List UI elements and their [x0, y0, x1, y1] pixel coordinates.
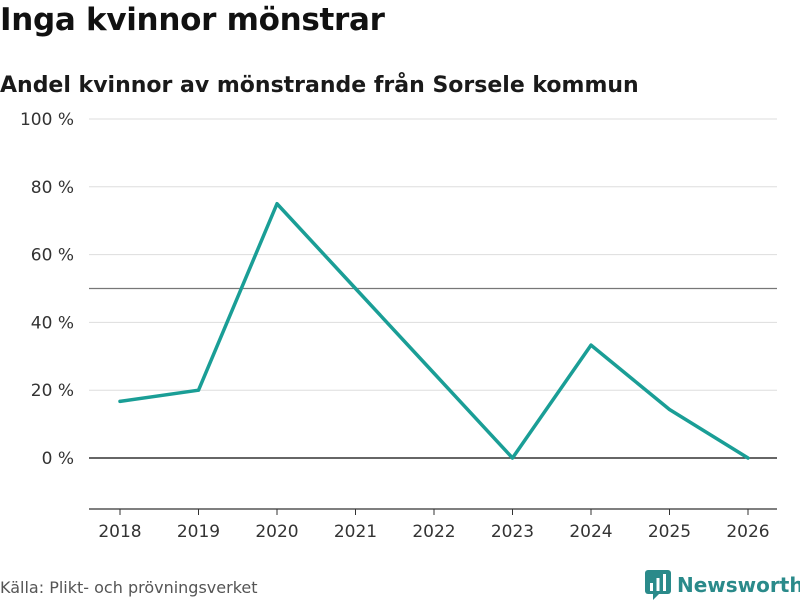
newsworthy-logo: Newsworthy — [645, 570, 800, 600]
series-line — [118, 202, 750, 460]
grid-lines — [89, 118, 777, 391]
x-tick-label: 2018 — [98, 522, 141, 542]
data-point — [432, 371, 436, 375]
x-tick-label: 2023 — [491, 522, 534, 542]
data-point — [354, 287, 357, 290]
y-tick-label: 100 % — [20, 110, 74, 130]
reference-line-group — [89, 287, 777, 510]
y-tick-label: 80 % — [31, 178, 74, 198]
y-tick-label: 40 % — [31, 313, 74, 333]
chart-title: Inga kvinnor mönstrar — [0, 2, 385, 38]
data-point — [197, 388, 200, 392]
x-tick-label: 2022 — [412, 522, 455, 542]
x-tick-label: 2019 — [177, 522, 220, 542]
data-point — [668, 408, 671, 412]
data-point — [511, 456, 514, 460]
x-tick-label: 2026 — [726, 522, 769, 542]
data-point — [118, 399, 122, 403]
x-tick-label: 2024 — [569, 522, 612, 542]
chart-subtitle: Andel kvinnor av mönstrande från Sorsele… — [0, 73, 639, 98]
x-tick-label: 2020 — [255, 522, 298, 542]
series-group — [118, 202, 750, 460]
bar-chart-icon — [645, 570, 671, 600]
y-tick-label: 60 % — [31, 246, 74, 266]
x-tick-label: 2021 — [334, 522, 377, 542]
y-axis-ticks: 0 % 20 % 40 % 60 % 80 % 100 % — [20, 110, 74, 469]
source-note: Källa: Plikt- och prövningsverket — [0, 578, 258, 597]
brand-name: Newsworthy — [677, 573, 800, 597]
x-axis-ticks: 2018 2019 2020 2021 2022 2023 2024 2025 2026 — [98, 509, 770, 542]
data-point — [275, 202, 279, 206]
x-tick-label: 2025 — [648, 522, 691, 542]
y-tick-label: 20 % — [31, 381, 74, 401]
data-point — [746, 456, 750, 460]
data-point — [589, 343, 593, 347]
y-tick-label: 0 % — [42, 449, 74, 469]
